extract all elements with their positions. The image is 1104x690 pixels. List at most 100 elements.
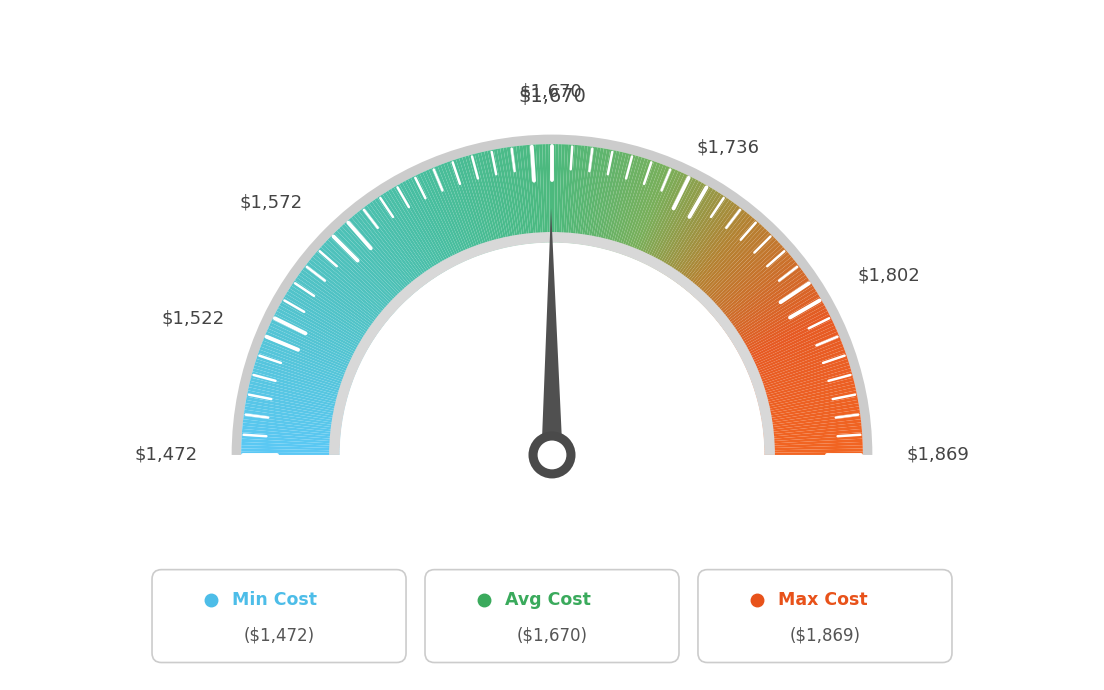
Wedge shape (721, 267, 802, 328)
Wedge shape (359, 209, 422, 288)
Wedge shape (760, 387, 856, 411)
Wedge shape (500, 148, 519, 246)
Text: $1,736: $1,736 (697, 138, 760, 156)
Wedge shape (241, 452, 340, 455)
Wedge shape (286, 291, 372, 345)
Wedge shape (465, 155, 495, 251)
Wedge shape (592, 150, 614, 247)
Wedge shape (696, 226, 765, 300)
Wedge shape (664, 190, 719, 276)
Wedge shape (640, 172, 684, 263)
Wedge shape (300, 270, 382, 330)
Wedge shape (764, 435, 862, 444)
Text: ($1,472): ($1,472) (244, 626, 315, 644)
Wedge shape (526, 145, 537, 244)
Wedge shape (762, 406, 860, 424)
Wedge shape (351, 215, 416, 293)
Wedge shape (274, 314, 363, 361)
Wedge shape (323, 242, 397, 311)
Wedge shape (710, 247, 785, 315)
Wedge shape (305, 264, 384, 326)
Wedge shape (744, 323, 835, 366)
Wedge shape (650, 179, 699, 268)
Wedge shape (701, 233, 772, 305)
Wedge shape (279, 302, 367, 353)
Wedge shape (757, 377, 853, 404)
Wedge shape (692, 221, 760, 297)
Text: ($1,869): ($1,869) (789, 626, 860, 644)
Wedge shape (330, 235, 402, 306)
Wedge shape (243, 416, 341, 431)
Wedge shape (396, 184, 448, 271)
Wedge shape (283, 297, 369, 348)
Wedge shape (745, 326, 836, 368)
Wedge shape (673, 199, 732, 282)
Wedge shape (761, 400, 859, 420)
Wedge shape (570, 145, 582, 244)
Wedge shape (658, 186, 710, 272)
Wedge shape (447, 161, 482, 255)
Wedge shape (529, 145, 539, 243)
Wedge shape (302, 267, 383, 328)
Text: Min Cost: Min Cost (232, 591, 317, 609)
FancyBboxPatch shape (698, 570, 952, 662)
Wedge shape (752, 350, 846, 385)
Wedge shape (554, 144, 559, 243)
Wedge shape (347, 219, 413, 296)
Wedge shape (254, 365, 349, 395)
Wedge shape (601, 152, 626, 249)
Text: $1,670: $1,670 (519, 83, 582, 101)
Wedge shape (587, 148, 607, 246)
Wedge shape (679, 206, 740, 286)
Wedge shape (733, 294, 819, 347)
Text: $1,869: $1,869 (906, 446, 969, 464)
Wedge shape (598, 152, 623, 248)
Wedge shape (264, 335, 357, 375)
Text: $1,522: $1,522 (162, 309, 225, 327)
Wedge shape (764, 452, 863, 455)
Wedge shape (432, 167, 471, 259)
Wedge shape (715, 257, 794, 322)
Wedge shape (257, 353, 351, 387)
Wedge shape (253, 368, 348, 398)
Wedge shape (259, 346, 353, 383)
Wedge shape (364, 206, 425, 286)
Wedge shape (242, 426, 341, 437)
Wedge shape (648, 178, 696, 267)
Wedge shape (268, 326, 359, 368)
Text: Max Cost: Max Cost (777, 591, 868, 609)
Wedge shape (758, 384, 856, 408)
Wedge shape (556, 144, 562, 243)
Wedge shape (242, 429, 340, 440)
Wedge shape (624, 162, 660, 256)
Wedge shape (517, 146, 530, 244)
Wedge shape (714, 255, 792, 319)
Wedge shape (243, 422, 341, 435)
Wedge shape (563, 144, 572, 243)
Wedge shape (638, 171, 681, 262)
Wedge shape (660, 188, 713, 273)
Circle shape (538, 440, 566, 469)
Wedge shape (321, 244, 395, 313)
Wedge shape (751, 346, 845, 383)
Wedge shape (703, 237, 776, 308)
Wedge shape (682, 209, 745, 288)
Wedge shape (428, 168, 469, 260)
Wedge shape (232, 135, 872, 455)
Wedge shape (763, 413, 860, 428)
Wedge shape (503, 148, 521, 245)
Wedge shape (666, 193, 721, 277)
Wedge shape (747, 335, 840, 375)
Wedge shape (743, 319, 834, 364)
Wedge shape (559, 144, 565, 243)
Wedge shape (689, 217, 755, 294)
Wedge shape (636, 170, 679, 261)
Wedge shape (630, 166, 669, 258)
Wedge shape (574, 146, 587, 244)
Wedge shape (753, 356, 848, 389)
Wedge shape (242, 432, 340, 442)
Wedge shape (675, 201, 735, 283)
Wedge shape (535, 144, 543, 243)
Wedge shape (453, 159, 487, 254)
Wedge shape (594, 150, 617, 247)
